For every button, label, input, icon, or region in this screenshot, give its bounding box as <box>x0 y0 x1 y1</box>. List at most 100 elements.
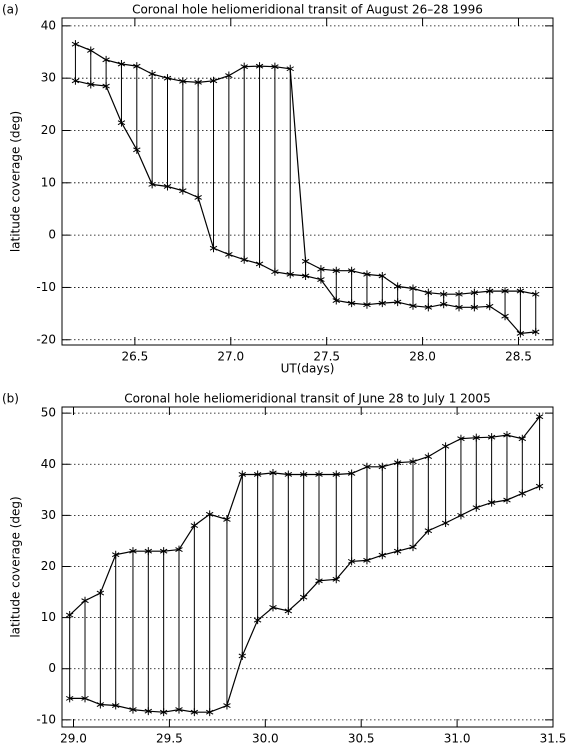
star-marker <box>301 271 310 280</box>
star-marker <box>87 46 95 55</box>
star-marker <box>535 412 544 421</box>
star-marker <box>194 193 202 202</box>
y-axis-label: latitude coverage (deg) <box>9 111 23 252</box>
star-marker <box>255 62 264 71</box>
star-marker <box>271 62 279 71</box>
star-marker <box>501 312 509 321</box>
chart-title: Coronal hole heliomeridional transit of … <box>124 392 490 406</box>
y-tick-label: 10 <box>41 610 56 624</box>
star-marker <box>133 145 141 154</box>
star-marker <box>455 290 463 299</box>
star-marker <box>299 470 308 479</box>
plot-frame <box>61 406 554 728</box>
star-marker <box>472 433 480 442</box>
star-marker <box>332 296 340 305</box>
star-marker <box>81 694 89 703</box>
star-marker <box>225 250 233 259</box>
star-marker <box>253 616 262 625</box>
plot-frame <box>61 17 554 346</box>
star-marker <box>516 329 525 338</box>
panel-label: (a) <box>2 3 19 17</box>
x-tick-label: 30.0 <box>252 732 279 744</box>
star-marker <box>378 551 387 560</box>
star-marker <box>240 255 248 264</box>
star-marker <box>347 557 356 566</box>
star-marker <box>102 82 110 91</box>
star-marker <box>363 270 371 279</box>
star-marker <box>240 62 248 71</box>
star-marker <box>470 303 479 312</box>
star-marker <box>487 498 496 507</box>
series-line <box>75 43 536 295</box>
star-marker <box>363 462 371 471</box>
star-marker <box>209 76 218 85</box>
star-marker <box>470 288 479 297</box>
star-marker <box>286 64 294 73</box>
star-marker <box>409 301 417 310</box>
star-marker <box>363 556 371 565</box>
star-marker <box>347 266 356 275</box>
series-line <box>69 416 541 616</box>
star-marker <box>424 526 433 535</box>
star-marker <box>409 284 417 293</box>
chart-title: Coronal hole heliomeridional transit of … <box>132 3 483 17</box>
star-marker <box>532 290 540 299</box>
star-marker <box>516 287 525 296</box>
star-marker <box>472 503 480 512</box>
star-marker <box>424 303 433 312</box>
series-line <box>69 485 540 713</box>
star-marker <box>144 707 153 716</box>
star-marker <box>175 545 183 554</box>
star-marker <box>315 470 323 479</box>
star-marker <box>179 186 187 195</box>
star-marker <box>71 76 80 85</box>
y-axis-label: latitude coverage (deg) <box>9 496 23 637</box>
star-marker <box>269 468 277 477</box>
star-marker <box>238 470 247 479</box>
star-marker <box>117 118 126 127</box>
star-marker <box>133 62 141 71</box>
star-marker <box>271 267 279 276</box>
star-marker <box>223 515 231 524</box>
star-marker <box>190 521 199 530</box>
star-marker <box>409 543 417 552</box>
star-marker <box>317 275 325 284</box>
star-marker <box>485 302 494 311</box>
star-marker <box>238 651 247 660</box>
star-marker <box>393 547 402 556</box>
star-marker <box>269 603 277 612</box>
star-marker <box>194 78 202 87</box>
star-marker <box>347 469 356 478</box>
star-marker <box>332 575 340 584</box>
star-marker <box>223 701 231 710</box>
y-tick-label: 10 <box>41 175 56 189</box>
star-marker <box>457 434 465 443</box>
star-marker <box>159 708 168 717</box>
star-marker <box>532 327 540 336</box>
star-marker <box>441 519 450 528</box>
star-marker <box>503 431 511 440</box>
x-tick-label: 26.5 <box>122 350 149 364</box>
x-tick-label: 31.5 <box>540 732 567 744</box>
star-marker <box>102 55 110 64</box>
star-marker <box>96 700 105 709</box>
star-marker <box>205 510 214 519</box>
x-tick-label: 27.0 <box>217 350 244 364</box>
star-marker <box>190 708 199 717</box>
star-marker <box>284 606 293 615</box>
x-tick-label: 29.0 <box>60 732 87 744</box>
star-marker <box>439 290 448 299</box>
star-marker <box>253 470 262 479</box>
star-marker <box>378 299 387 308</box>
star-marker <box>439 300 448 309</box>
star-marker <box>144 547 153 556</box>
star-marker <box>501 287 509 296</box>
star-marker <box>363 300 371 309</box>
star-marker <box>393 298 402 307</box>
star-marker <box>163 74 172 83</box>
y-tick-label: 0 <box>48 661 56 675</box>
y-tick-label: 20 <box>41 559 56 573</box>
star-marker <box>332 470 340 479</box>
y-tick-label: -20 <box>36 332 56 346</box>
